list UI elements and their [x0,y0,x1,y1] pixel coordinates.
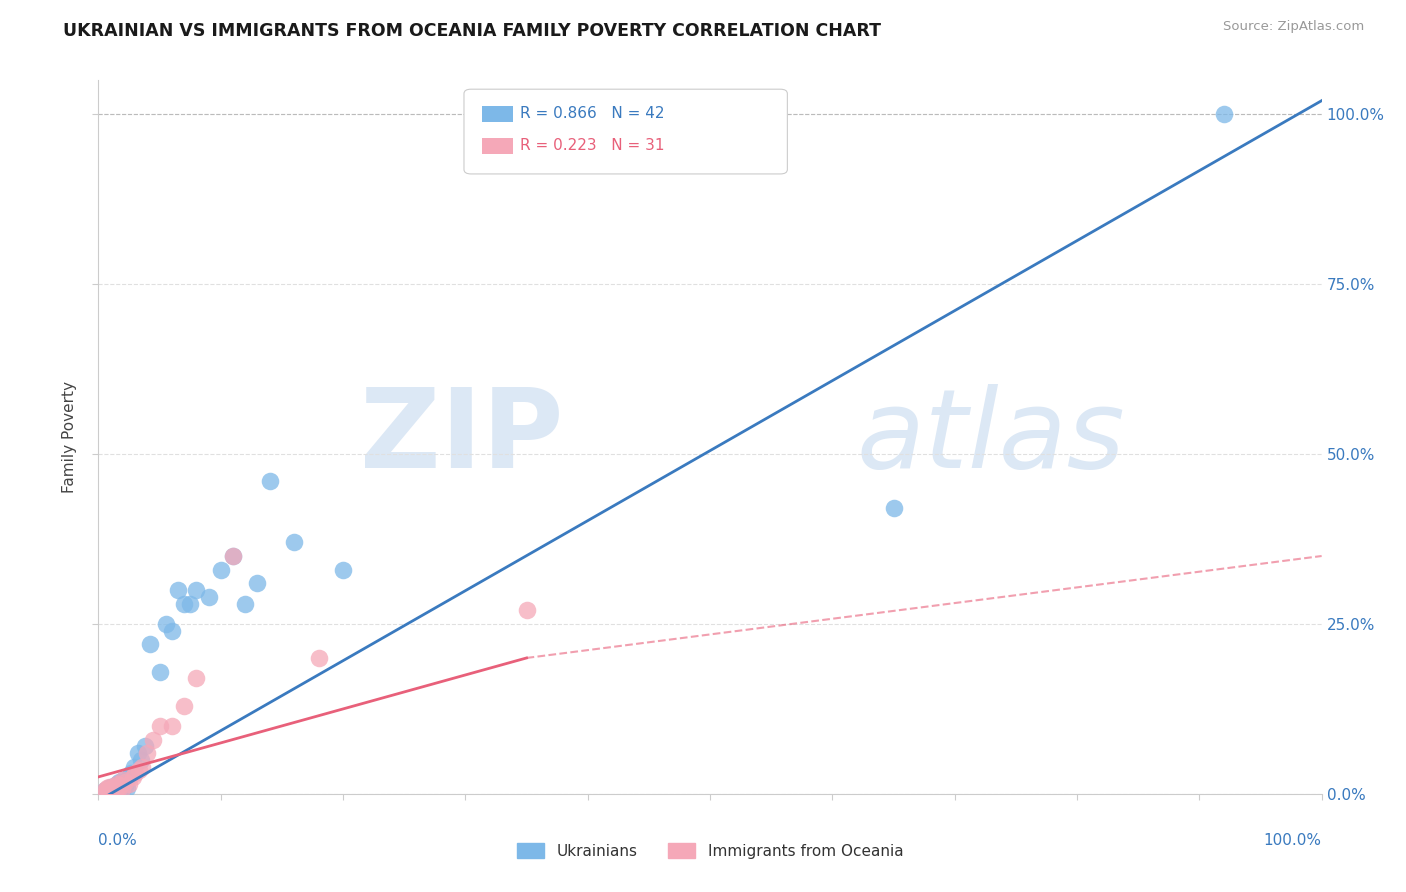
Text: ZIP: ZIP [360,384,564,491]
Point [111,778,134,792]
Point [120,766,142,780]
Point [246,576,269,591]
Point [118,770,141,784]
Point [114,780,136,794]
Point [134,739,156,754]
Point [173,597,195,611]
Text: atlas: atlas [856,384,1125,491]
Point [107,780,129,794]
Point [149,719,172,733]
Point [127,746,149,760]
Point [122,760,145,774]
Point [101,782,124,797]
Text: R = 0.866   N = 42: R = 0.866 N = 42 [520,106,665,120]
Point [167,582,190,597]
Point [209,563,232,577]
Point [160,624,183,638]
Point [110,778,132,792]
Point [111,773,134,788]
Point [101,780,124,795]
Text: 100.0%: 100.0% [1264,833,1322,848]
Text: UKRAINIAN VS IMMIGRANTS FROM OCEANIA FAMILY POVERTY CORRELATION CHART: UKRAINIAN VS IMMIGRANTS FROM OCEANIA FAM… [63,22,882,40]
Point [118,777,141,791]
Point [108,781,131,796]
Text: R = 0.223   N = 31: R = 0.223 N = 31 [520,138,665,153]
Point [111,773,134,788]
Point [112,777,135,791]
Point [283,535,305,549]
Point [110,782,132,797]
Point [136,746,159,760]
Point [308,651,330,665]
Text: Source: ZipAtlas.com: Source: ZipAtlas.com [1223,20,1364,33]
Point [128,763,150,777]
Point [883,501,905,516]
Point [222,549,245,563]
Y-axis label: Family Poverty: Family Poverty [62,381,77,493]
Point [111,782,134,797]
Point [101,783,124,797]
Point [139,637,162,651]
Point [93,783,115,797]
Point [103,779,125,793]
Legend: Ukrainians, Immigrants from Oceania: Ukrainians, Immigrants from Oceania [510,837,910,864]
Point [104,783,127,797]
Point [222,549,245,563]
Point [1212,107,1234,121]
Point [233,597,256,611]
Point [129,753,152,767]
Point [104,782,127,797]
Point [115,781,138,796]
Point [103,779,125,793]
Point [96,782,118,797]
Point [197,590,219,604]
Point [93,783,115,797]
Point [98,780,121,794]
Point [155,617,177,632]
Point [100,780,122,794]
Point [259,475,281,489]
Point [100,782,122,797]
Point [107,781,129,796]
Point [97,785,120,799]
Point [131,760,153,774]
Point [124,766,146,780]
Point [101,780,124,795]
Point [332,563,354,577]
Point [105,777,128,791]
Point [97,782,120,797]
Point [515,603,537,617]
Point [121,770,143,784]
Point [142,732,165,747]
Point [105,777,128,791]
Point [98,781,121,796]
Point [179,597,201,611]
Point [186,671,208,685]
Point [173,698,195,713]
Point [94,784,117,798]
Text: 0.0%: 0.0% [98,833,138,848]
Point [108,774,131,789]
Point [149,665,172,679]
Point [186,582,208,597]
Point [114,774,136,789]
Point [96,781,118,796]
Point [160,719,183,733]
